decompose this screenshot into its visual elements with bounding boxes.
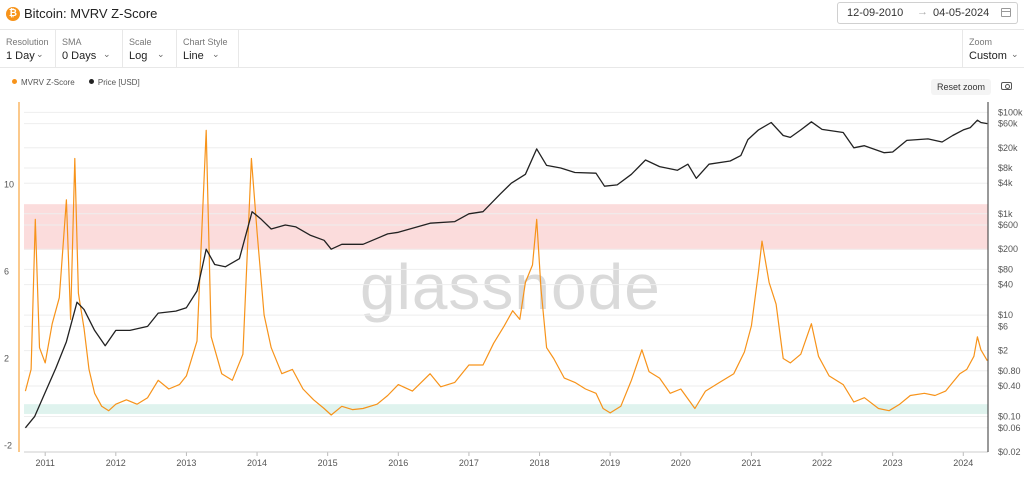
x-axis-tick: 2022 xyxy=(812,458,832,468)
x-axis-tick: 2016 xyxy=(388,458,408,468)
watermark: glassnode xyxy=(360,251,661,323)
chevron-down-icon: ⌄ xyxy=(1011,49,1019,59)
right-axis-tick: $0.06 xyxy=(998,423,1021,433)
bitcoin-logo-icon: ₿ xyxy=(6,7,20,21)
right-axis-tick: $0.80 xyxy=(998,366,1021,376)
resolution-label: Resolution xyxy=(6,37,49,47)
x-axis-tick: 2023 xyxy=(883,458,903,468)
chevron-down-icon: ⌄ xyxy=(103,49,111,59)
band-overvalued xyxy=(24,204,988,250)
right-axis-tick: $100k xyxy=(998,107,1023,117)
legend-label-price: Price [USD] xyxy=(97,78,140,87)
chevron-down-icon: ⌄ xyxy=(157,49,165,59)
legend-item-zscore[interactable]: MVRV Z-Score xyxy=(12,78,75,87)
x-axis-tick: 2015 xyxy=(318,458,338,468)
calendar-icon[interactable] xyxy=(1001,8,1011,17)
right-axis-tick: $200 xyxy=(998,244,1018,254)
right-axis-tick: $1k xyxy=(998,209,1013,219)
date-from[interactable]: 12-09-2010 xyxy=(847,7,904,19)
right-axis-tick: $8k xyxy=(998,163,1013,173)
left-axis-tick: -2 xyxy=(4,440,12,450)
x-axis-tick: 2014 xyxy=(247,458,267,468)
page-title: Bitcoin: MVRV Z-Score xyxy=(24,6,158,21)
sma-label: SMA xyxy=(62,37,82,47)
legend-item-price[interactable]: Price [USD] xyxy=(88,78,140,87)
zoom-select[interactable]: Zoom Custom ⌄ xyxy=(962,30,1024,67)
left-axis-tick: 10 xyxy=(4,180,14,190)
date-arrow-icon: → xyxy=(917,6,928,18)
left-axis-tick: 2 xyxy=(4,354,9,364)
x-axis-tick: 2021 xyxy=(741,458,761,468)
chart-style-value: Line xyxy=(183,50,204,62)
zoom-value: Custom xyxy=(969,50,1007,62)
right-axis-tick: $20k xyxy=(998,143,1018,153)
x-axis-tick: 2012 xyxy=(106,458,126,468)
resolution-value: 1 Day xyxy=(6,50,35,62)
sma-value: 0 Days xyxy=(62,50,97,62)
chevron-down-icon: ⌄ xyxy=(212,49,220,59)
right-axis-tick: $6 xyxy=(998,321,1008,331)
right-axis-tick: $80 xyxy=(998,264,1013,274)
scale-value: Log xyxy=(129,50,148,62)
series-price-line xyxy=(24,119,988,429)
right-axis-tick: $10 xyxy=(998,310,1013,320)
right-axis-tick: $0.10 xyxy=(998,412,1021,422)
scale-select[interactable]: Scale Log ⌄ xyxy=(123,30,177,67)
scale-label: Scale xyxy=(129,37,152,47)
right-axis-tick: $40 xyxy=(998,280,1013,290)
x-axis-tick: 2017 xyxy=(459,458,479,468)
x-axis-tick: 2013 xyxy=(176,458,196,468)
right-axis-tick: $2 xyxy=(998,346,1008,356)
x-axis-tick: 2019 xyxy=(600,458,620,468)
right-axis-tick: $600 xyxy=(998,220,1018,230)
left-axis-tick: 6 xyxy=(4,267,9,277)
series-zscore-line xyxy=(24,129,988,416)
chart-legend: MVRV Z-Score Price [USD] xyxy=(12,78,152,87)
x-axis-tick: 2018 xyxy=(530,458,550,468)
toolbar: Resolution 1 Day ⌄ SMA 0 Days ⌄ Scale Lo… xyxy=(0,30,1024,68)
right-axis-tick: $0.40 xyxy=(998,381,1021,391)
reset-zoom-button[interactable]: Reset zoom xyxy=(931,79,992,95)
chart-style-label: Chart Style xyxy=(183,37,228,47)
right-axis-tick: $4k xyxy=(998,178,1013,188)
date-range-picker[interactable]: 12-09-2010 → 04-05-2024 xyxy=(837,2,1018,24)
x-axis-tick: 2011 xyxy=(36,458,55,468)
band-undervalued xyxy=(24,404,988,414)
zoom-label: Zoom xyxy=(969,37,993,47)
chart-style-select[interactable]: Chart Style Line ⌄ xyxy=(177,30,239,67)
right-axis-tick: $60k xyxy=(998,119,1018,129)
legend-label-zscore: MVRV Z-Score xyxy=(21,78,75,87)
x-axis-tick: 2024 xyxy=(953,458,973,468)
header-bar: ₿ Bitcoin: MVRV Z-Score 12-09-2010 → 04-… xyxy=(0,0,1024,30)
resolution-select[interactable]: Resolution 1 Day ⌄ xyxy=(0,30,56,67)
date-to[interactable]: 04-05-2024 xyxy=(933,7,990,19)
camera-icon[interactable] xyxy=(1001,82,1012,90)
legend-dot-price xyxy=(88,79,94,84)
sma-select[interactable]: SMA 0 Days ⌄ xyxy=(56,30,123,67)
chevron-down-icon: ⌄ xyxy=(36,49,44,59)
right-axis-tick: $0.02 xyxy=(998,447,1021,457)
legend-dot-zscore xyxy=(12,79,17,84)
x-axis-tick: 2020 xyxy=(671,458,691,468)
